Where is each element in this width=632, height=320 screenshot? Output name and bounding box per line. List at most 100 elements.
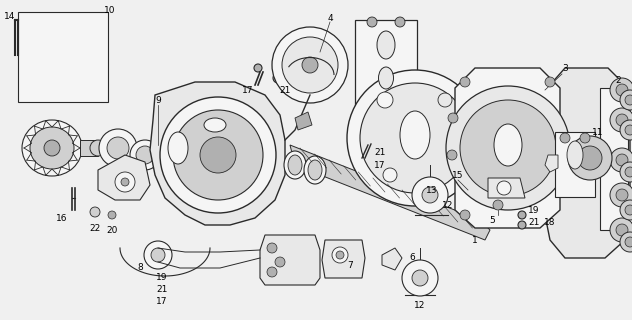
Text: 5: 5 (489, 215, 495, 225)
Circle shape (460, 77, 470, 87)
Polygon shape (80, 140, 98, 156)
Circle shape (273, 73, 283, 83)
Circle shape (367, 17, 377, 27)
Circle shape (625, 205, 632, 215)
Text: 17: 17 (242, 85, 254, 94)
Circle shape (493, 200, 503, 210)
Text: 16: 16 (56, 213, 68, 222)
Circle shape (438, 93, 452, 107)
Circle shape (160, 97, 276, 213)
Circle shape (560, 133, 570, 143)
Circle shape (446, 86, 570, 210)
Circle shape (151, 248, 165, 262)
Text: 2: 2 (615, 76, 621, 84)
Ellipse shape (22, 120, 82, 176)
Bar (355, 20, 417, 108)
Circle shape (336, 251, 344, 259)
Ellipse shape (377, 31, 395, 59)
Text: 8: 8 (137, 263, 143, 273)
Text: 21: 21 (156, 285, 167, 294)
Circle shape (620, 232, 632, 252)
Circle shape (545, 77, 555, 87)
Text: 4: 4 (327, 13, 333, 22)
Circle shape (272, 27, 348, 103)
Circle shape (422, 187, 438, 203)
Text: 17: 17 (374, 161, 386, 170)
Text: 22: 22 (89, 223, 100, 233)
Ellipse shape (130, 140, 160, 170)
Text: 19: 19 (156, 274, 167, 283)
Text: 19: 19 (528, 205, 540, 214)
Text: 20: 20 (106, 226, 118, 235)
Ellipse shape (284, 151, 306, 179)
Circle shape (402, 260, 438, 296)
Ellipse shape (107, 137, 129, 159)
Circle shape (460, 100, 556, 196)
Circle shape (267, 267, 277, 277)
Polygon shape (290, 145, 490, 240)
Circle shape (625, 167, 632, 177)
Circle shape (620, 200, 632, 220)
Text: 17: 17 (156, 298, 167, 307)
Polygon shape (295, 112, 312, 130)
Polygon shape (382, 248, 402, 270)
Circle shape (518, 221, 526, 229)
Circle shape (395, 17, 405, 27)
Circle shape (580, 133, 590, 143)
Circle shape (115, 172, 135, 192)
Circle shape (121, 178, 129, 186)
Circle shape (616, 114, 628, 126)
Text: 9: 9 (155, 95, 161, 105)
Polygon shape (488, 178, 525, 198)
Circle shape (363, 139, 369, 145)
Circle shape (625, 95, 632, 105)
Circle shape (616, 154, 628, 166)
Text: 21: 21 (279, 85, 291, 94)
Polygon shape (545, 68, 630, 258)
Polygon shape (545, 155, 558, 172)
Circle shape (90, 140, 106, 156)
Circle shape (282, 37, 338, 93)
Ellipse shape (567, 141, 583, 169)
Circle shape (518, 211, 526, 219)
Circle shape (267, 243, 277, 253)
Circle shape (412, 270, 428, 286)
Bar (600, 88, 628, 230)
Ellipse shape (136, 146, 154, 164)
Polygon shape (150, 82, 285, 225)
Text: 12: 12 (442, 201, 454, 210)
Text: 6: 6 (409, 253, 415, 262)
Text: 21: 21 (374, 148, 386, 156)
Ellipse shape (304, 156, 326, 184)
Text: 7: 7 (347, 260, 353, 269)
Polygon shape (322, 240, 365, 278)
Circle shape (620, 120, 632, 140)
Ellipse shape (288, 155, 302, 175)
Circle shape (578, 146, 602, 170)
Circle shape (108, 211, 116, 219)
Circle shape (497, 181, 511, 195)
Circle shape (610, 78, 632, 102)
Circle shape (610, 183, 632, 207)
Circle shape (616, 224, 628, 236)
Circle shape (275, 257, 285, 267)
Circle shape (332, 247, 348, 263)
Circle shape (610, 108, 632, 132)
Text: 10: 10 (104, 5, 116, 14)
Circle shape (568, 136, 612, 180)
Ellipse shape (494, 124, 522, 166)
Bar (18, 12, 108, 102)
Circle shape (460, 210, 470, 220)
Circle shape (412, 177, 448, 213)
Text: 11: 11 (592, 127, 604, 137)
Circle shape (620, 162, 632, 182)
Text: 12: 12 (415, 300, 426, 309)
Circle shape (347, 70, 483, 206)
Ellipse shape (204, 118, 226, 132)
Circle shape (610, 218, 632, 242)
Circle shape (377, 92, 393, 108)
Text: 14: 14 (4, 12, 16, 20)
Circle shape (302, 57, 318, 73)
Text: 3: 3 (562, 63, 568, 73)
Circle shape (44, 140, 60, 156)
